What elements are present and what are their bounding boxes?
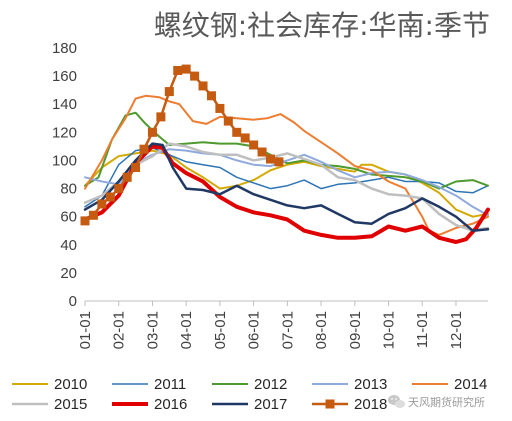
legend-label: 2018 [354, 396, 387, 413]
data-point-2018 [80, 216, 90, 226]
series-line-2016 [83, 144, 490, 244]
data-point-2018 [122, 172, 132, 182]
data-point-2018 [147, 127, 157, 137]
legend-label: 2016 [154, 396, 187, 413]
data-point-2018 [206, 91, 216, 101]
series-line-2011 [84, 147, 489, 208]
data-point-2018 [274, 157, 284, 167]
legend-item-2014: 2014 [412, 376, 487, 393]
legend-item-2013: 2013 [312, 376, 387, 393]
x-tick-label: 04-01 [178, 311, 195, 349]
data-point-2018 [265, 154, 275, 164]
data-point-2018 [240, 133, 250, 143]
data-point-2018 [97, 199, 107, 209]
legend-label: 2010 [54, 376, 87, 393]
legend-label: 2012 [254, 376, 287, 393]
x-tick-label: 01-01 [77, 311, 94, 349]
y-tick-label: 100 [52, 152, 77, 169]
y-tick-label: 60 [60, 209, 77, 226]
series-line-2014 [84, 94, 489, 236]
data-point-2018 [139, 144, 149, 154]
legend-label: 2014 [454, 376, 487, 393]
legend-item-2010: 2010 [12, 376, 87, 393]
series-layer [80, 64, 490, 244]
legend-item-2016: 2016 [112, 396, 187, 413]
legend: 2010 2011 2012 2013 2014 2015 2016 2017 2018 [12, 376, 487, 413]
y-tick-label: 20 [60, 265, 77, 282]
legend-marker [325, 399, 335, 409]
data-point-2018 [215, 103, 225, 113]
legend-label: 2017 [254, 396, 287, 413]
x-tick-label: 02-01 [111, 311, 128, 349]
watermark-text: 天风期货研究所 [408, 395, 485, 409]
legend-label: 2013 [354, 376, 387, 393]
watermark: 天风期货研究所 [388, 395, 485, 409]
y-tick-label: 120 [52, 124, 77, 141]
wechat-icon [388, 395, 405, 408]
x-tick-label: 11-01 [414, 311, 431, 348]
data-point-2018 [249, 140, 259, 150]
data-point-2018 [190, 71, 200, 81]
x-tick-label: 10-01 [381, 311, 398, 349]
x-tick-label: 12-01 [448, 311, 465, 349]
y-tick-label: 180 [52, 40, 77, 57]
x-tick-label: 07-01 [279, 311, 296, 349]
data-point-2018 [131, 162, 141, 172]
legend-item-2015: 2015 [12, 396, 87, 413]
data-point-2018 [156, 112, 166, 122]
x-tick-label: 06-01 [246, 311, 263, 349]
data-point-2018 [173, 65, 183, 75]
legend-label: 2015 [54, 396, 87, 413]
data-point-2018 [232, 127, 242, 137]
x-tick-label: 05-01 [212, 311, 229, 349]
legend-item-2012: 2012 [212, 376, 287, 393]
x-tick-label: 09-01 [347, 311, 364, 349]
x-tick-label: 08-01 [313, 311, 330, 349]
y-axis: 0 20 40 60 80 100 120 140 160 180 [52, 40, 77, 310]
data-point-2018 [88, 210, 98, 220]
legend-item-2017: 2017 [212, 396, 287, 413]
data-point-2018 [198, 81, 208, 91]
data-point-2018 [257, 147, 267, 157]
y-tick-label: 40 [60, 237, 77, 254]
x-axis: 01-01 02-01 03-01 04-01 05-01 06-01 07-01 08-01… [77, 300, 488, 349]
y-tick-label: 80 [60, 181, 77, 198]
y-tick-label: 0 [69, 293, 77, 310]
y-tick-label: 160 [52, 68, 77, 85]
chart-title: 螺纹钢:社会库存:华南:季节 [154, 9, 490, 42]
legend-label: 2011 [154, 376, 186, 393]
x-tick-label: 03-01 [144, 311, 161, 349]
series-line-2017 [83, 142, 490, 232]
data-point-2018 [105, 192, 115, 202]
legend-item-2018: 2018 [312, 396, 387, 413]
data-point-2018 [164, 87, 174, 97]
data-point-2018 [223, 116, 233, 126]
legend-item-2011: 2011 [112, 376, 186, 393]
data-point-2018 [181, 64, 191, 74]
y-tick-label: 140 [52, 96, 77, 113]
data-point-2018 [114, 184, 124, 194]
